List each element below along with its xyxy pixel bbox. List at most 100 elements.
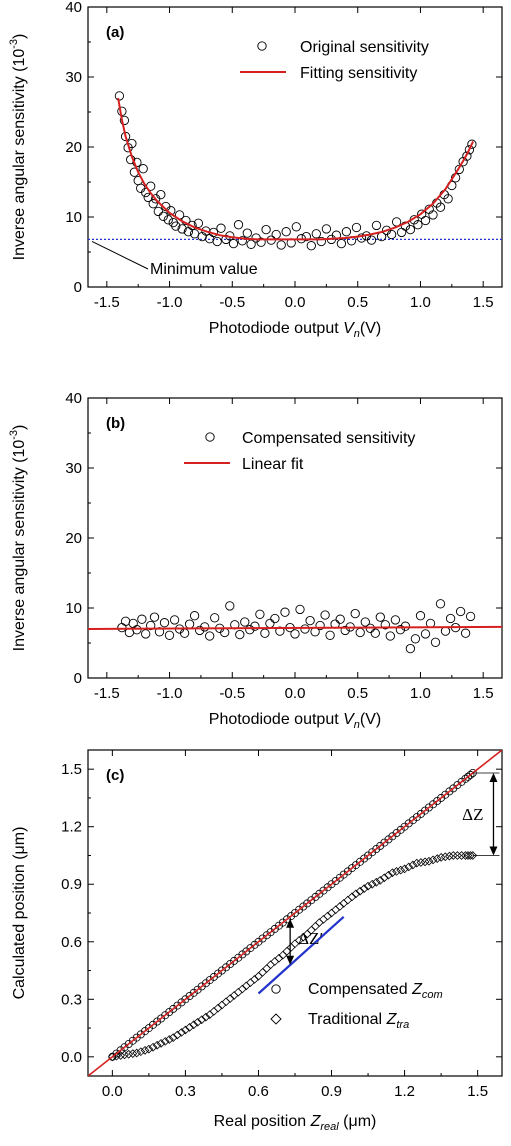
data-point <box>405 643 416 654</box>
data-point <box>240 617 250 627</box>
data-point-diamond <box>197 1015 207 1025</box>
data-point-diamond <box>424 856 434 866</box>
data-point <box>246 239 256 249</box>
data-point <box>301 231 311 242</box>
data-point <box>276 240 286 250</box>
x-tick-label: 0.5 <box>347 685 368 702</box>
x-tick-label: 1.5 <box>473 294 494 311</box>
fit-curve <box>117 97 475 241</box>
data-point-diamond <box>396 865 406 875</box>
legend-label: Compensated sensitivity <box>242 430 415 447</box>
data-point <box>291 222 301 232</box>
data-point <box>464 145 475 155</box>
data-point <box>465 611 476 622</box>
data-point-diamond <box>221 997 231 1007</box>
data-point-diamond <box>258 968 267 977</box>
y-tick-label: 0.9 <box>61 876 82 893</box>
data-point <box>117 622 127 633</box>
data-point-diamond <box>173 1030 182 1040</box>
y-tick-label: 0.6 <box>61 934 82 951</box>
x-tick-label: -1.0 <box>157 294 183 311</box>
x-tick-label: -1.5 <box>94 685 120 702</box>
delta-z-prime-label: ΔZ′ <box>298 929 323 948</box>
data-point <box>370 628 380 638</box>
data-point <box>321 224 332 234</box>
data-point <box>184 619 195 629</box>
data-point-diamond <box>116 1051 125 1060</box>
data-point <box>256 237 266 247</box>
data-point-diamond <box>392 867 401 876</box>
data-point <box>386 229 397 240</box>
x-tick-label: 0.9 <box>321 1083 342 1100</box>
data-point-diamond <box>140 1046 150 1055</box>
data-point-diamond <box>367 879 377 889</box>
arrow-head <box>286 918 295 928</box>
y-tick-label: 10 <box>65 600 82 617</box>
data-point-diamond <box>416 858 426 867</box>
data-point <box>228 238 239 249</box>
data-point-diamond <box>148 1042 158 1052</box>
data-point <box>396 227 407 238</box>
data-point-diamond <box>185 1023 194 1032</box>
legend-marker-diamond <box>270 1013 282 1025</box>
data-point <box>435 202 446 212</box>
data-point <box>311 229 321 239</box>
panel-label: (b) <box>106 415 125 432</box>
arrow-head <box>489 773 498 783</box>
data-point-diamond <box>375 876 385 885</box>
data-point-diamond <box>213 1003 223 1013</box>
data-point-diamond <box>323 911 332 921</box>
data-point <box>156 189 166 200</box>
linear-fit-line <box>87 625 503 630</box>
data-point <box>143 192 153 203</box>
data-point <box>265 618 275 629</box>
data-point-diamond <box>298 932 308 942</box>
data-point-diamond <box>355 886 365 896</box>
data-point-diamond <box>347 892 357 902</box>
data-point <box>251 233 261 243</box>
x-tick-label: 0.0 <box>285 685 306 702</box>
x-axis-label: Photodiode output Vn(V) <box>209 320 381 340</box>
data-point <box>420 629 431 639</box>
data-point <box>443 194 453 204</box>
data-point <box>428 210 438 220</box>
data-point <box>237 236 247 246</box>
data-point <box>146 620 156 631</box>
data-point <box>255 609 265 619</box>
x-tick-label: 1.5 <box>467 1083 488 1100</box>
data-point <box>280 607 290 617</box>
data-point-diamond <box>319 914 328 924</box>
data-point-diamond <box>225 994 235 1003</box>
data-point-diamond <box>286 942 296 952</box>
linear-segment-line <box>257 915 345 995</box>
data-point <box>380 620 390 630</box>
data-point <box>128 618 138 629</box>
data-point-diamond <box>314 918 324 927</box>
data-point <box>261 224 271 235</box>
data-point <box>233 220 244 230</box>
chart-a: -1.5 -1.0 -0.5 0.0 0.5 1.0 1.5 0 10 20 30 40 (a) Mini… <box>8 0 503 340</box>
data-point-diamond <box>343 895 353 905</box>
data-point-diamond <box>209 1007 219 1016</box>
data-point <box>189 611 200 621</box>
data-point <box>335 614 345 624</box>
y-tick-label: 10 <box>65 209 82 226</box>
data-point <box>366 235 377 245</box>
x-tick-label: -0.5 <box>219 685 245 702</box>
x-tick-label: 0.0 <box>102 1083 123 1100</box>
data-point <box>245 625 255 635</box>
data-point <box>410 634 421 644</box>
data-point-diamond <box>136 1047 146 1057</box>
data-point-diamond <box>412 858 422 868</box>
data-point <box>212 236 222 247</box>
data-point-diamond <box>384 870 393 880</box>
data-point-diamond <box>168 1033 178 1043</box>
data-point <box>114 91 125 101</box>
data-point <box>462 151 472 161</box>
data-point <box>420 215 431 226</box>
data-point-diamond <box>132 1048 142 1058</box>
data-point <box>306 241 316 251</box>
data-point <box>275 626 285 636</box>
data-point <box>141 629 151 639</box>
data-point <box>455 606 466 617</box>
